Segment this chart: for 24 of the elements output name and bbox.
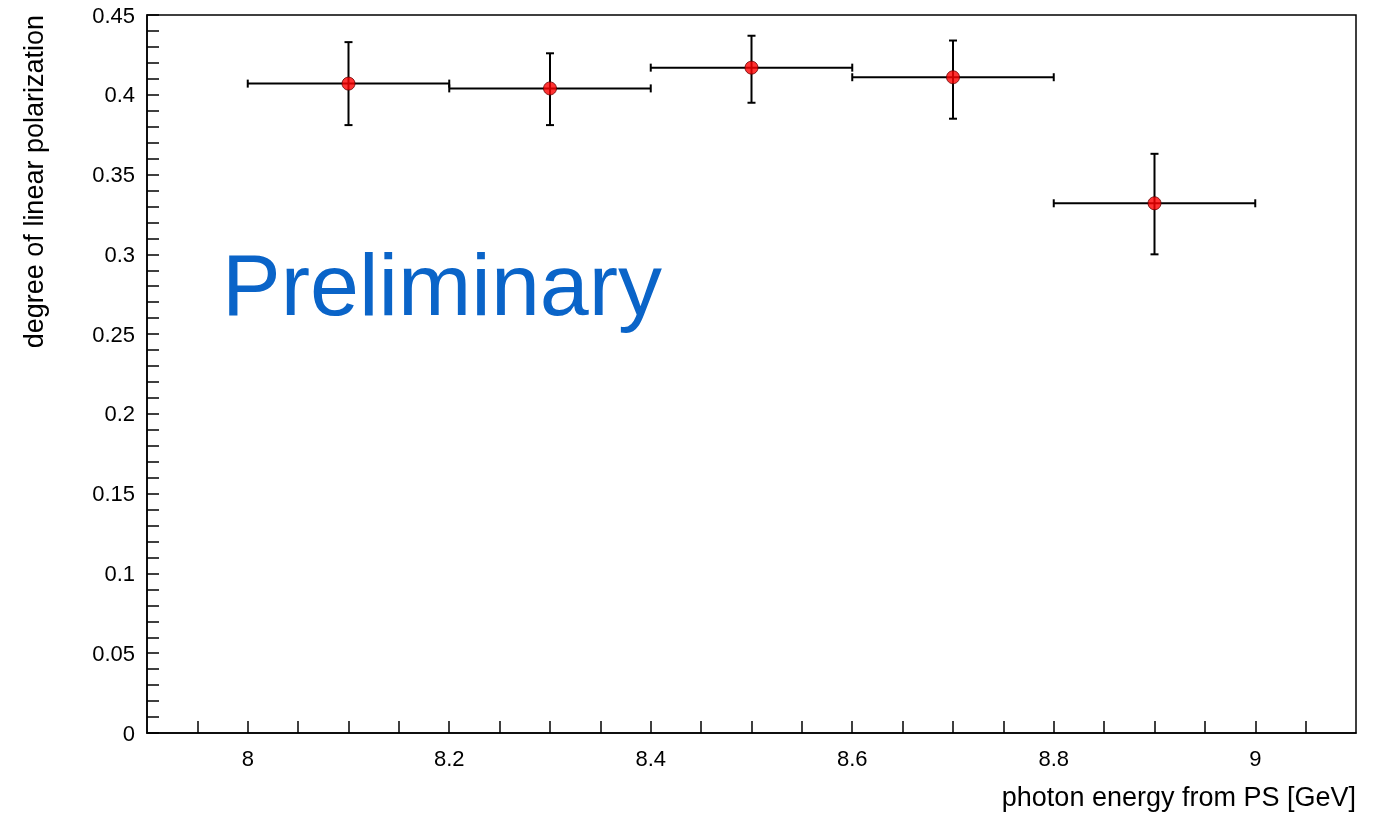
y-tick-label: 0.05 [92, 640, 135, 666]
point [744, 60, 759, 75]
y-tick-label: 0.45 [92, 2, 135, 28]
x-tick-label: 8 [241, 745, 254, 771]
x-tick-label: 9 [1249, 745, 1262, 771]
y-tick-label: 0 [122, 720, 135, 746]
x-axis-title: photon energy from PS [GeV] [1001, 781, 1357, 812]
point [543, 81, 557, 96]
y-axis-title: degree of linear polarization [18, 15, 49, 349]
point [1147, 196, 1162, 211]
x-tick-label: 8.6 [836, 745, 868, 771]
point [946, 70, 960, 85]
x-tick-label: 8.8 [1038, 745, 1070, 771]
x-tick-label: 8.4 [635, 745, 667, 771]
y-tick-label: 0.2 [104, 401, 135, 427]
y-tick-label: 0.25 [92, 321, 135, 347]
y-tick-label: 0.4 [104, 82, 135, 108]
annotation: Preliminary [222, 234, 663, 334]
x-tick-label: 8.2 [433, 745, 465, 771]
point [341, 76, 356, 91]
y-tick-label: 0.3 [104, 241, 135, 267]
y-tick-label: 0.1 [104, 560, 135, 586]
y-tick-label: 0.15 [92, 481, 135, 507]
y-tick-label: 0.35 [92, 162, 135, 188]
